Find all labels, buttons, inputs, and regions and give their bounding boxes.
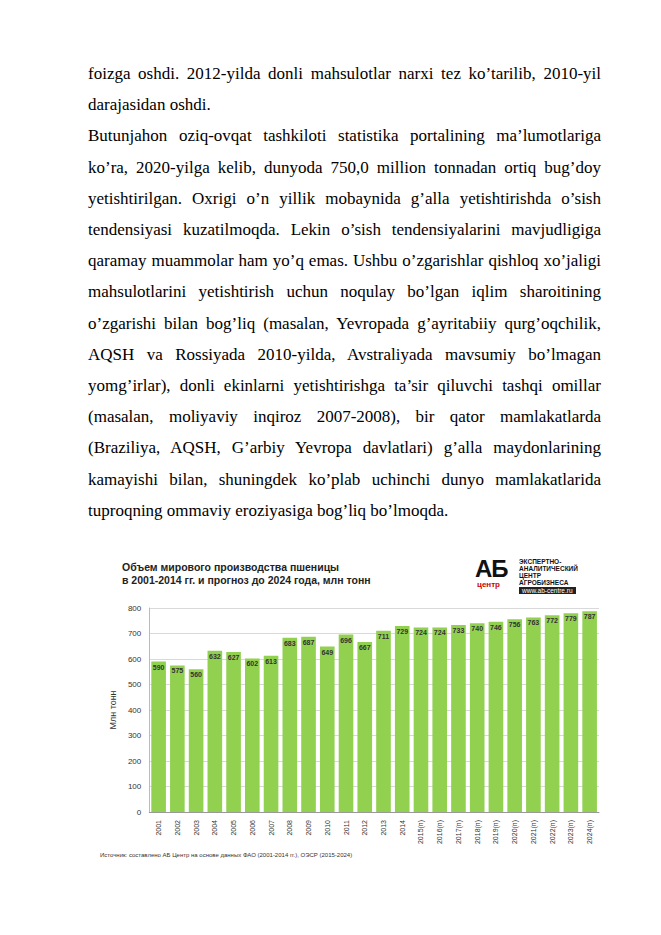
svg-text:2016(п): 2016(п) xyxy=(436,820,444,844)
svg-text:200: 200 xyxy=(128,757,142,766)
svg-text:2013: 2013 xyxy=(380,820,387,836)
svg-text:2017(п): 2017(п) xyxy=(455,820,463,844)
svg-text:779: 779 xyxy=(565,615,577,622)
svg-text:2009: 2009 xyxy=(305,820,312,836)
svg-text:2012: 2012 xyxy=(361,820,368,836)
svg-text:300: 300 xyxy=(128,731,142,740)
svg-text:2023(п): 2023(п) xyxy=(567,820,575,844)
svg-text:2011: 2011 xyxy=(343,820,350,835)
svg-text:756: 756 xyxy=(509,621,521,628)
svg-text:729: 729 xyxy=(396,628,408,635)
html-text:ЦЕНТР: ЦЕНТР xyxy=(519,572,542,579)
html-text:АБ: АБ xyxy=(475,555,508,582)
svg-text:2015(п): 2015(п) xyxy=(417,820,425,844)
svg-text:2010: 2010 xyxy=(324,820,331,836)
svg-text:400: 400 xyxy=(128,706,142,715)
svg-text:560: 560 xyxy=(190,671,202,678)
svg-text:2008: 2008 xyxy=(286,820,293,836)
svg-text:613: 613 xyxy=(265,658,277,665)
svg-text:2004: 2004 xyxy=(211,820,218,836)
svg-text:787: 787 xyxy=(584,613,596,620)
html-text:Источник: составлено АБ Центр: Источник: составлено АБ Центр на основе … xyxy=(100,852,353,858)
html-text:ЭКСПЕРТНО-: ЭКСПЕРТНО- xyxy=(519,558,562,565)
svg-text:696: 696 xyxy=(340,637,352,644)
svg-text:2002: 2002 xyxy=(174,820,181,836)
svg-text:2001: 2001 xyxy=(155,820,162,836)
svg-text:724: 724 xyxy=(434,629,446,636)
svg-text:2014: 2014 xyxy=(399,820,406,836)
svg-text:600: 600 xyxy=(128,655,142,664)
svg-text:2022(п): 2022(п) xyxy=(549,820,557,844)
svg-text:724: 724 xyxy=(415,629,427,636)
svg-text:2019(п): 2019(п) xyxy=(492,820,500,844)
svg-text:711: 711 xyxy=(378,633,389,640)
svg-text:627: 627 xyxy=(228,654,240,661)
svg-text:632: 632 xyxy=(209,653,221,660)
html-text:центр: центр xyxy=(477,580,500,589)
svg-text:649: 649 xyxy=(321,649,333,656)
svg-text:772: 772 xyxy=(546,617,558,624)
svg-text:2018(п): 2018(п) xyxy=(474,820,482,844)
svg-text:2024(п): 2024(п) xyxy=(586,820,594,844)
svg-text:2003: 2003 xyxy=(193,820,200,836)
svg-text:602: 602 xyxy=(246,660,258,667)
html-text:foizga oshdi. 2012-yilda donli: foizga oshdi. 2012-yilda donli mahsulotl… xyxy=(88,64,601,115)
svg-text:763: 763 xyxy=(528,619,540,626)
svg-text:2007: 2007 xyxy=(268,820,275,836)
svg-text:687: 687 xyxy=(303,639,315,646)
svg-text:667: 667 xyxy=(359,644,371,651)
svg-text:590: 590 xyxy=(153,664,165,671)
svg-text:2021(п): 2021(п) xyxy=(530,820,538,844)
svg-text:700: 700 xyxy=(128,629,142,638)
svg-text:2006: 2006 xyxy=(249,820,256,836)
html-text:АГРОБИЗНЕСА: АГРОБИЗНЕСА xyxy=(519,579,569,586)
svg-text:746: 746 xyxy=(490,624,502,631)
svg-text:800: 800 xyxy=(128,604,142,613)
html-text:АНАЛИТИЧЕСКИЙ: АНАЛИТИЧЕСКИЙ xyxy=(519,565,578,572)
svg-text:683: 683 xyxy=(284,640,296,647)
svg-text:100: 100 xyxy=(128,782,142,791)
html-text:Объем мирового производства пш: Объем мирового производства пшеницы в 20… xyxy=(122,561,371,586)
svg-text:575: 575 xyxy=(172,667,184,674)
svg-text:740: 740 xyxy=(471,625,483,632)
html-text:www.ab-centre.ru: www.ab-centre.ru xyxy=(522,587,573,594)
svg-text:2020(п): 2020(п) xyxy=(511,820,519,844)
svg-text:733: 733 xyxy=(453,627,465,634)
html-text:Butunjahon oziq-ovqat tashkilo: Butunjahon oziq-ovqat tashkiloti statist… xyxy=(88,126,601,520)
svg-text:2005: 2005 xyxy=(230,820,237,836)
svg-text:0: 0 xyxy=(137,808,142,817)
svg-text:Млн тонн: Млн тонн xyxy=(108,690,118,729)
svg-text:500: 500 xyxy=(128,680,142,689)
